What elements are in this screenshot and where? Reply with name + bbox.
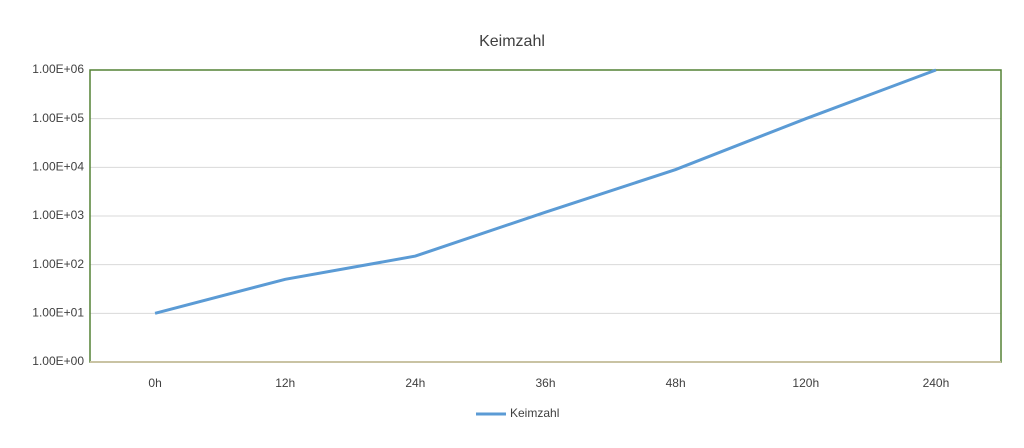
y-tick-label: 1.00E+01 <box>32 306 84 320</box>
x-tick-label: 24h <box>405 376 425 390</box>
x-tick-label: 120h <box>792 376 819 390</box>
y-tick-label: 1.00E+04 <box>32 160 84 174</box>
chart-title: Keimzahl <box>479 33 545 50</box>
y-tick-label: 1.00E+02 <box>32 257 84 271</box>
y-tick-label: 1.00E+03 <box>32 208 84 222</box>
x-tick-label: 36h <box>535 376 555 390</box>
x-tick-label: 48h <box>666 376 686 390</box>
series-line <box>154 68 937 315</box>
y-tick-label: 1.00E+06 <box>32 62 84 76</box>
x-tick-label: 12h <box>275 376 295 390</box>
y-tick-label: 1.00E+05 <box>32 111 84 125</box>
legend-label: Keimzahl <box>510 406 559 420</box>
y-tick-label: 1.00E+00 <box>32 354 84 368</box>
x-tick-label: 240h <box>923 376 950 390</box>
x-tick-label: 0h <box>148 376 161 390</box>
